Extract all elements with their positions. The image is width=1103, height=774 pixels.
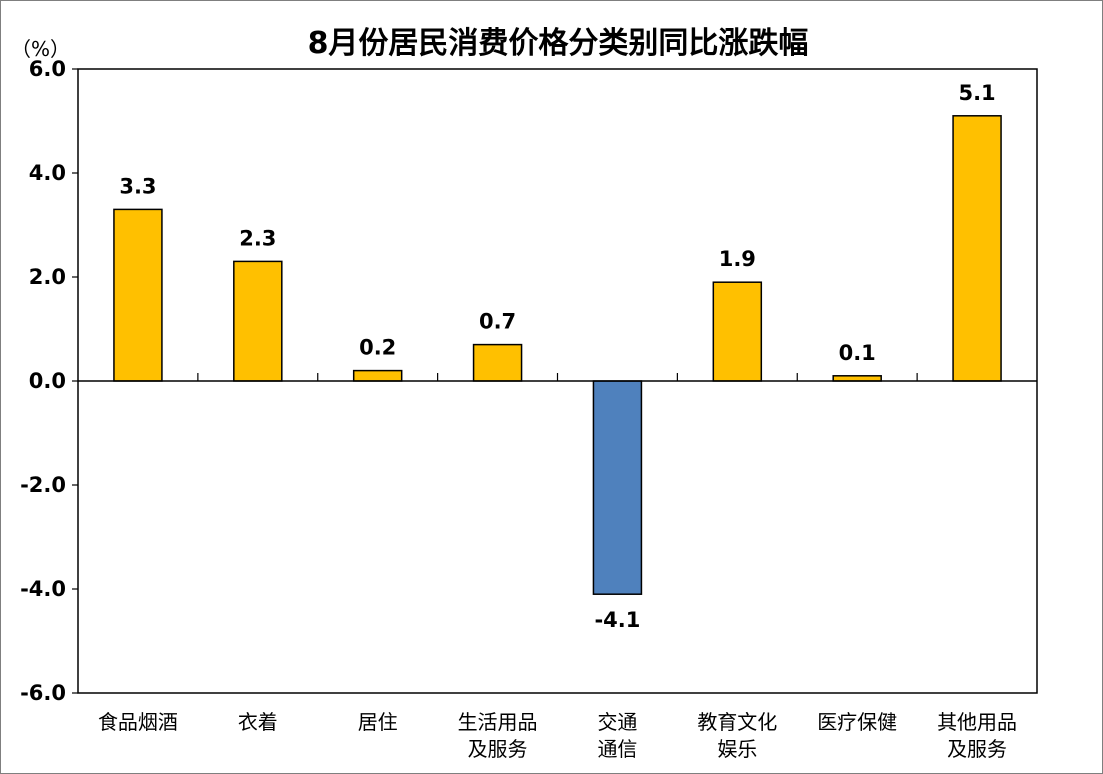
bar [113, 208, 163, 382]
bar [472, 343, 523, 382]
y-tick-label: 4.0 [29, 161, 66, 185]
x-category-label: 教育文化 [697, 710, 777, 734]
data-label: 5.1 [958, 81, 995, 105]
bar [352, 369, 403, 382]
y-tick-label: 6.0 [29, 57, 66, 81]
bar [712, 281, 763, 382]
data-label: 3.3 [119, 174, 156, 198]
y-tick-label: 2.0 [29, 265, 66, 289]
data-label: 1.9 [719, 247, 756, 271]
y-tick-label: -2.0 [20, 473, 66, 497]
y-tick-label: -4.0 [20, 577, 66, 601]
chart-title: 8月份居民消费价格分类别同比涨跌幅 [308, 26, 809, 61]
x-category-label: 交通 [597, 710, 637, 734]
plot-area: 6.0 4.0 2.0 0.0 -2.0 -4.0 -6.0 3.3 2.3 0.2 0.7 -4.1… [20, 57, 1038, 761]
x-category-label: 及服务 [947, 737, 1007, 761]
data-label: -4.1 [594, 608, 640, 632]
x-category-label: 居住 [358, 710, 398, 734]
bar [832, 375, 882, 382]
data-label: 2.3 [239, 226, 276, 250]
y-tick-label: -6.0 [20, 681, 66, 705]
y-tick-label: 0.0 [29, 369, 66, 393]
x-category-label: 衣着 [238, 710, 278, 734]
bar [952, 115, 1002, 382]
data-label: 0.2 [359, 336, 396, 360]
bar [592, 380, 643, 595]
x-category-label: 其他用品 [937, 710, 1017, 734]
x-category-label: 食品烟酒 [98, 710, 178, 734]
data-label: 0.7 [479, 310, 516, 334]
x-category-label: 娱乐 [717, 737, 757, 761]
y-unit-label: （%） [11, 37, 70, 61]
bar [233, 260, 283, 382]
x-category-label: 生活用品 [458, 710, 538, 734]
x-category-label: 医疗保健 [817, 710, 897, 734]
x-category-label: 通信 [597, 737, 637, 761]
x-category-label: 及服务 [468, 737, 528, 761]
data-label: 0.1 [839, 341, 876, 365]
